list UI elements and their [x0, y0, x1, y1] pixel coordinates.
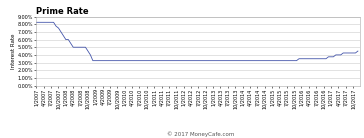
Y-axis label: Interest Rate: Interest Rate: [11, 33, 16, 69]
Text: © 2017 MoneyCafe.com: © 2017 MoneyCafe.com: [166, 131, 234, 137]
Text: Prime Rate: Prime Rate: [36, 7, 89, 16]
